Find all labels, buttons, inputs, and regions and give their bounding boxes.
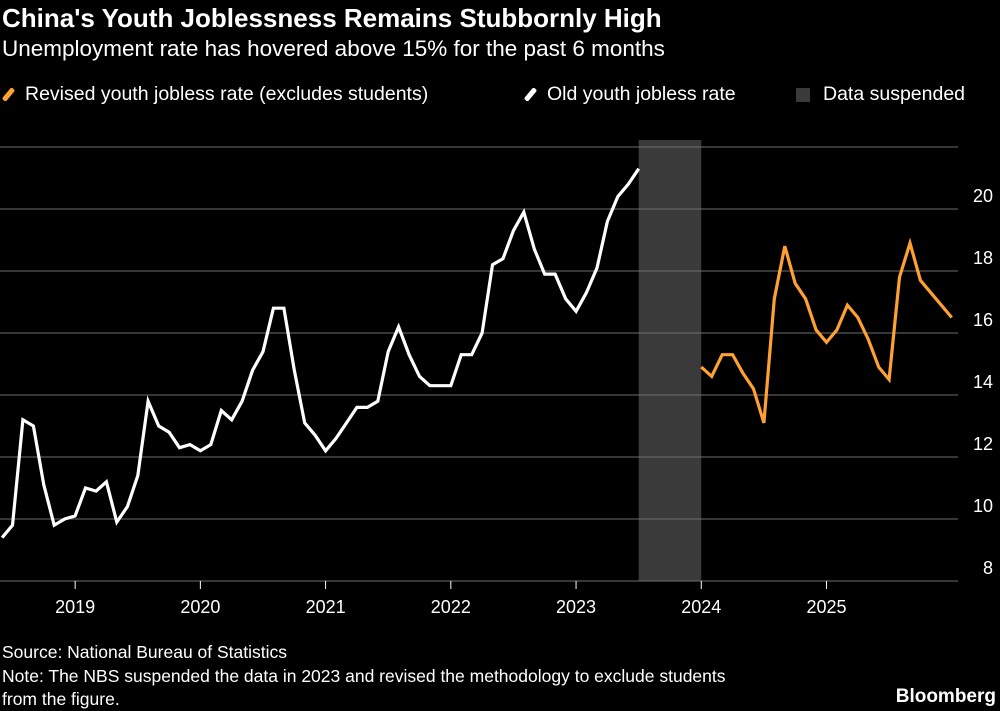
y-tick-label: 14	[973, 372, 993, 392]
y-tick-label: 8	[983, 558, 993, 578]
source-note: Source: National Bureau of Statistics	[2, 642, 288, 662]
x-tick-label: 2024	[681, 597, 721, 617]
chart-title: China's Youth Joblessness Remains Stubbo…	[2, 3, 662, 33]
legend-item-old: Old youth jobless rate	[523, 83, 736, 106]
shade-layer	[638, 140, 702, 581]
series-line-old	[0, 167, 641, 539]
y-tick-label: 22%	[957, 140, 993, 144]
y-tick-label: 10	[973, 496, 993, 516]
series-line-revised	[700, 237, 953, 424]
legend: Revised youth jobless rate (excludes stu…	[0, 83, 1000, 107]
x-axis: 2019 2020 2021 2022 2023 2024 2025	[55, 581, 847, 617]
legend-item-revised: Revised youth jobless rate (excludes stu…	[1, 83, 429, 106]
legend-swatch-old	[523, 87, 538, 102]
legend-label-old: Old youth jobless rate	[547, 83, 736, 105]
x-tick-label: 2019	[55, 597, 95, 617]
y-tick-label: 18	[973, 248, 993, 268]
y-tick-label: 16	[973, 310, 993, 330]
legend-swatch-revised	[1, 87, 16, 102]
x-tick-label: 2023	[556, 597, 596, 617]
chart-subtitle: Unemployment rate has hovered above 15% …	[2, 36, 665, 61]
data-suspended-region	[638, 140, 702, 581]
grid-layer	[0, 146, 958, 582]
y-axis: 8 10 12 14 16 18 20 22%	[957, 140, 993, 578]
legend-item-suspended: Data suspended	[796, 83, 965, 106]
legend-label-revised: Revised youth jobless rate (excludes stu…	[25, 83, 429, 105]
y-tick-label: 12	[973, 434, 993, 454]
legend-swatch-suspended	[796, 87, 810, 102]
x-tick-label: 2022	[431, 597, 471, 617]
x-tick-label: 2025	[806, 597, 846, 617]
x-tick-label: 2020	[180, 597, 220, 617]
bloomberg-logo: Bloomberg	[895, 686, 996, 707]
line-chart: 8 10 12 14 16 18 20 22% 2019 2020 2021 2022 2023 202…	[0, 140, 993, 617]
legend-label-suspended: Data suspended	[823, 83, 966, 105]
x-tick-label: 2021	[306, 597, 346, 617]
methodology-note-line2: from the figure.	[2, 689, 120, 709]
y-tick-label: 20	[973, 186, 993, 206]
series-layer	[0, 167, 953, 539]
methodology-note-line1: Note: The NBS suspended the data in 2023…	[2, 666, 726, 686]
